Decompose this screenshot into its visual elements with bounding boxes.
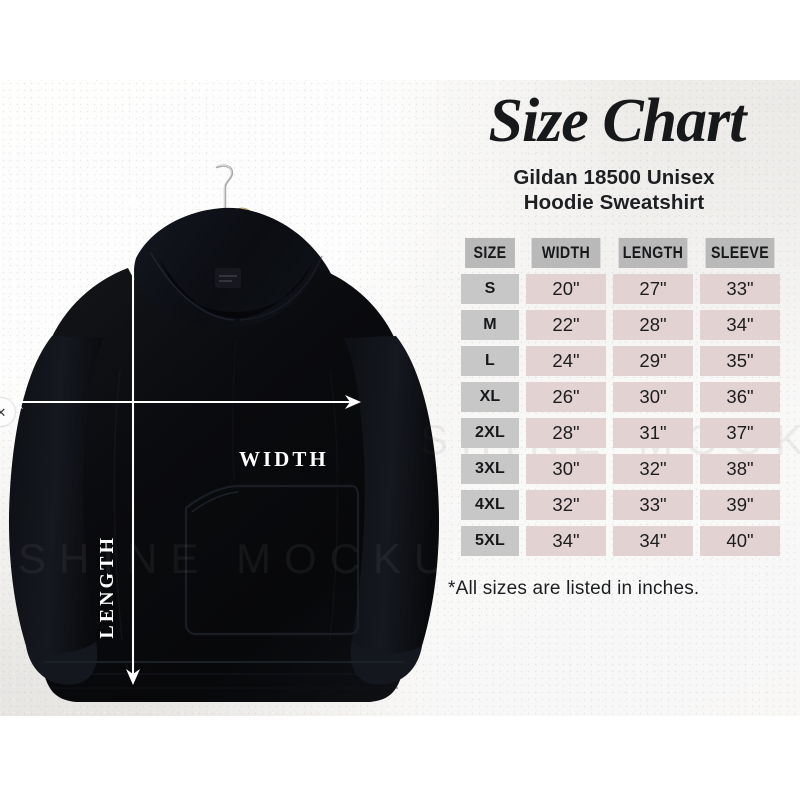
cell-size: 4XL: [461, 490, 519, 521]
cell-size: XL: [461, 382, 519, 413]
column-header-length: LENGTH: [618, 238, 688, 269]
cell-sleeve: 40": [700, 526, 780, 557]
cell-size: M: [461, 310, 519, 341]
cell-size: S: [461, 274, 519, 305]
table-row: S 20" 27" 33": [461, 274, 780, 305]
length-measurement-label: LENGTH: [96, 535, 118, 639]
column-header-width: WIDTH: [531, 238, 601, 269]
size-chart-panel: Size Chart Gildan 18500 Unisex Hoodie Sw…: [440, 90, 788, 600]
cell-length: 30": [613, 382, 693, 413]
cell-length: 32": [613, 454, 693, 485]
cell-sleeve: 37": [700, 418, 780, 449]
width-measurement-label: WIDTH: [239, 447, 329, 471]
cell-width: 26": [526, 382, 606, 413]
table-row: 5XL 34" 34" 40": [461, 526, 780, 557]
cell-width: 28": [526, 418, 606, 449]
cell-sleeve: 33": [700, 274, 780, 305]
column-header-sleeve: SLEEVE: [705, 238, 775, 269]
product-subtitle: Gildan 18500 Unisex Hoodie Sweatshirt: [513, 166, 715, 214]
close-badge[interactable]: ✕: [0, 398, 15, 426]
cell-length: 31": [613, 418, 693, 449]
cell-length: 34": [613, 526, 693, 557]
cell-sleeve: 36": [700, 382, 780, 413]
close-icon: ✕: [0, 404, 7, 420]
hoodie-garment: [8, 207, 440, 702]
cell-width: 20": [526, 274, 606, 305]
cell-width: 24": [526, 346, 606, 377]
column-header-size: SIZE: [465, 238, 515, 269]
cell-sleeve: 35": [700, 346, 780, 377]
product-photo: SHINE MOCKUP SHINE MOCKUP WIDTH LENGTH S…: [0, 80, 800, 716]
cell-width: 30": [526, 454, 606, 485]
table-row: 3XL 30" 32" 38": [461, 454, 780, 485]
measurement-overlay: WIDTH LENGTH: [0, 80, 800, 716]
cell-sleeve: 39": [700, 490, 780, 521]
cell-size: L: [461, 346, 519, 377]
hanger-hook-icon: [215, 164, 234, 208]
cell-length: 27": [613, 274, 693, 305]
cell-sleeve: 34": [700, 310, 780, 341]
cell-length: 28": [613, 310, 693, 341]
measurement-arrows: [7, 191, 361, 685]
size-chart-table: SIZE WIDTH LENGTH SLEEVE S 20" 27" 33" M 22" 2…: [454, 232, 787, 562]
cell-sleeve: 38": [700, 454, 780, 485]
table-row: 4XL 32" 33" 39": [461, 490, 780, 521]
cell-width: 22": [526, 310, 606, 341]
table-row: L 24" 29" 35": [461, 346, 780, 377]
table-header-row: SIZE WIDTH LENGTH SLEEVE: [461, 238, 780, 269]
table-row: XL 26" 30" 36": [461, 382, 780, 413]
page-title: Size Chart: [488, 87, 746, 155]
table-row: 2XL 28" 31" 37": [461, 418, 780, 449]
cell-size: 2XL: [461, 418, 519, 449]
size-chart-body: S 20" 27" 33" M 22" 28" 34" L 24" 29" 35" XL 26" 30" 36…: [461, 274, 780, 557]
cell-size: 5XL: [461, 526, 519, 557]
cell-length: 29": [613, 346, 693, 377]
footnote-text: *All sizes are listed in inches.: [448, 578, 700, 600]
table-row: M 22" 28" 34": [461, 310, 780, 341]
cell-width: 34": [526, 526, 606, 557]
cell-width: 32": [526, 490, 606, 521]
cell-length: 33": [613, 490, 693, 521]
cell-size: 3XL: [461, 454, 519, 485]
